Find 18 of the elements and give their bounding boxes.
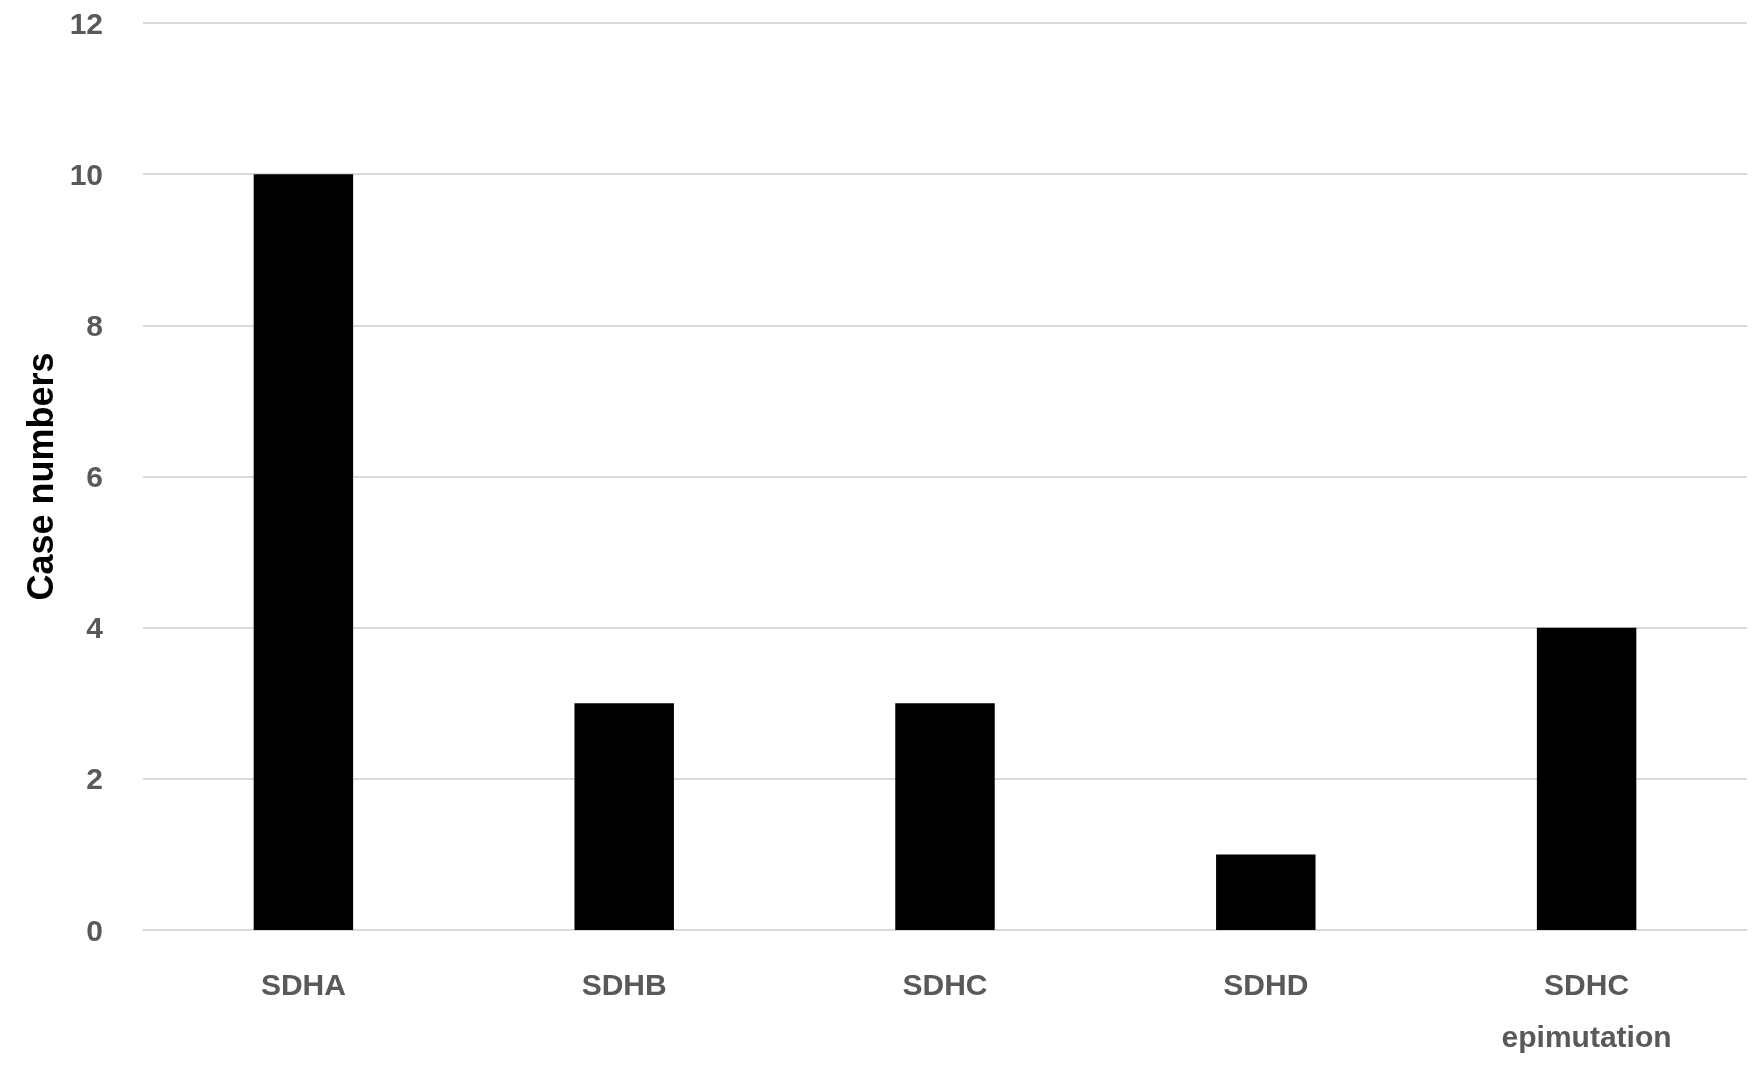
y-tick-label: 4 [86, 611, 104, 645]
bar [574, 703, 674, 930]
bar [253, 174, 354, 930]
bar [895, 703, 995, 930]
bar [1216, 854, 1316, 930]
y-tick-label: 6 [86, 460, 103, 493]
x-tick-label: SDHC [902, 967, 988, 1001]
y-tick-label: 12 [69, 6, 103, 40]
bar [1536, 627, 1637, 930]
y-tick-label: 10 [69, 157, 103, 191]
x-tick-label: SDHB [581, 967, 667, 1001]
y-tick-label: 2 [86, 762, 103, 796]
y-axis-title: Case numbers [19, 352, 61, 601]
y-tick-label: 8 [86, 308, 103, 342]
x-tick-label: SDHC epimutation [1501, 967, 1672, 1053]
y-tick-label: 0 [86, 913, 103, 947]
x-tick-label: SDHD [1223, 967, 1309, 1001]
x-tick-label: SDHA [260, 967, 346, 1001]
